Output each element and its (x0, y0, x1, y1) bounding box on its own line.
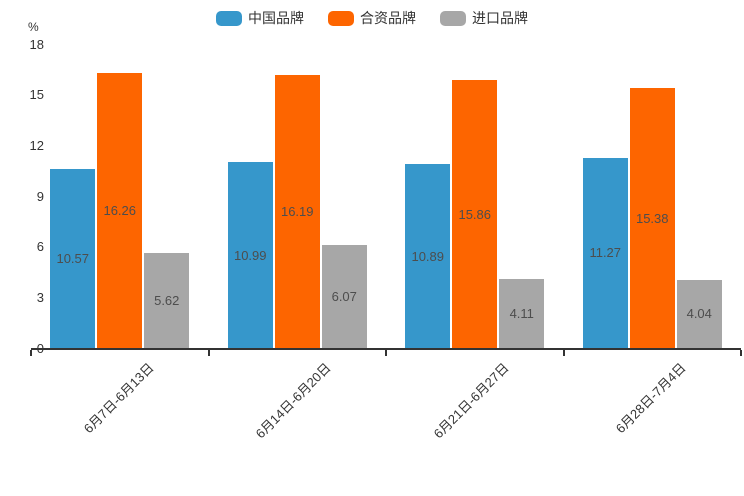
bar-value-label: 15.86 (458, 206, 492, 222)
legend-swatch-china-brand[interactable] (216, 10, 242, 26)
bar-series1-cat0[interactable]: 16.26 (97, 73, 143, 348)
legend-item-import-brand[interactable]: 进口品牌 (440, 8, 528, 28)
y-tick-label-6: 6 (36, 239, 44, 255)
bar-value-label: 6.07 (331, 289, 357, 305)
y-tick-label-9: 9 (36, 188, 44, 204)
y-tick-label-12: 12 (29, 137, 44, 153)
legend-label-joint-venture-brand[interactable]: 合资品牌 (360, 10, 416, 26)
bar-series2-cat2[interactable]: 4.11 (499, 278, 545, 348)
bar-value-label: 5.62 (154, 293, 180, 309)
bar-value-label: 15.38 (635, 210, 669, 226)
bar-value-label: 10.99 (233, 247, 267, 263)
x-category-label-1: 6月14日-6月20日 (252, 360, 334, 442)
legend-label-china-brand[interactable]: 中国品牌 (248, 10, 304, 26)
y-axis-unit-label: % (28, 20, 39, 34)
bar-series2-cat0[interactable]: 5.62 (144, 253, 190, 348)
x-tick-mark (30, 350, 32, 356)
x-axis-line (31, 348, 741, 350)
y-tick-label-3: 3 (36, 289, 44, 305)
bar-value-label: 4.04 (686, 306, 712, 322)
bar-value-label: 11.27 (589, 245, 622, 261)
legend-label-import-brand[interactable]: 进口品牌 (472, 10, 528, 26)
x-tick-mark (562, 350, 565, 356)
bar-value-label: 10.89 (411, 248, 445, 264)
x-category-label-2: 6月21日-6月27日 (430, 360, 512, 442)
bar-value-label: 10.57 (56, 251, 90, 267)
bar-series0-cat2[interactable]: 10.89 (405, 164, 451, 348)
legend-swatch-joint-venture-brand[interactable] (328, 10, 354, 26)
legend-item-joint-venture-brand[interactable]: 合资品牌 (328, 8, 416, 28)
bar-series2-cat3[interactable]: 4.04 (676, 279, 722, 348)
legend: 中国品牌 合资品牌 进口品牌 (0, 8, 744, 28)
x-category-label-0: 6月7日-6月13日 (80, 360, 157, 437)
x-tick-mark (385, 350, 387, 356)
bar-series0-cat0[interactable]: 10.57 (50, 169, 96, 348)
legend-swatch-import-brand[interactable] (440, 10, 466, 26)
y-tick-label-18: 18 (29, 36, 44, 52)
legend-item-china-brand[interactable]: 中国品牌 (216, 8, 304, 28)
bar-value-label: 16.26 (103, 203, 137, 219)
bar-value-label: 16.19 (280, 203, 314, 219)
bar-series2-cat1[interactable]: 6.07 (321, 245, 367, 348)
bar-series1-cat2[interactable]: 15.86 (452, 80, 498, 348)
y-tick-label-15: 15 (29, 87, 44, 103)
x-tick-mark (207, 350, 210, 356)
bar-series0-cat1[interactable]: 10.99 (227, 162, 273, 348)
x-category-label-3: 6月28日-7月4日 (612, 360, 689, 437)
bar-value-label: 4.11 (509, 305, 534, 321)
bar-series0-cat3[interactable]: 11.27 (582, 157, 628, 348)
bar-series1-cat1[interactable]: 16.19 (274, 74, 320, 348)
x-tick-mark (740, 350, 742, 356)
bar-series1-cat3[interactable]: 15.38 (629, 88, 675, 348)
